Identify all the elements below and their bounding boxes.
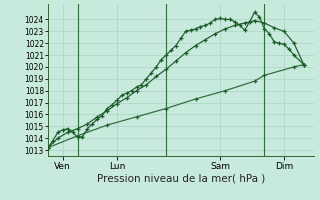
X-axis label: Pression niveau de la mer( hPa ): Pression niveau de la mer( hPa ) bbox=[97, 173, 265, 183]
